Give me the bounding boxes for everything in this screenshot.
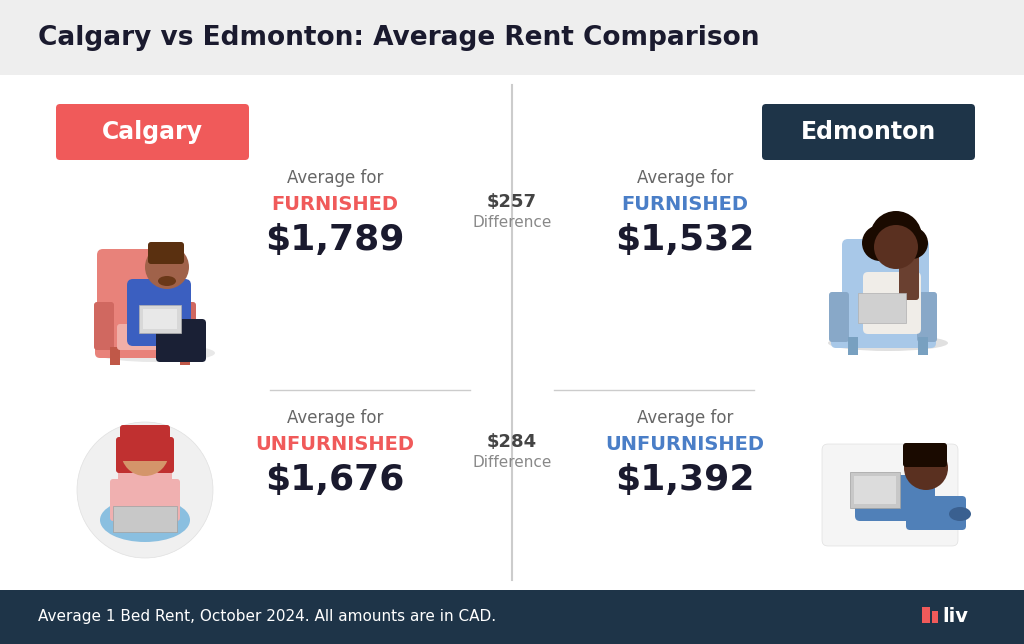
FancyBboxPatch shape <box>97 249 179 349</box>
Text: Average for: Average for <box>637 169 733 187</box>
Text: Calgary vs Edmonton: Average Rent Comparison: Calgary vs Edmonton: Average Rent Compar… <box>38 24 760 50</box>
FancyBboxPatch shape <box>156 319 206 362</box>
FancyBboxPatch shape <box>918 292 937 342</box>
Text: Average for: Average for <box>637 409 733 427</box>
Text: Difference: Difference <box>472 214 552 229</box>
FancyBboxPatch shape <box>0 0 1024 75</box>
Circle shape <box>874 225 918 269</box>
FancyBboxPatch shape <box>95 318 195 358</box>
Ellipse shape <box>828 335 948 351</box>
FancyBboxPatch shape <box>855 475 935 521</box>
Text: $1,676: $1,676 <box>265 463 404 497</box>
Text: UNFURNISHED: UNFURNISHED <box>256 435 415 453</box>
FancyBboxPatch shape <box>848 337 858 355</box>
Ellipse shape <box>180 348 206 362</box>
FancyBboxPatch shape <box>918 337 928 355</box>
FancyBboxPatch shape <box>0 590 1024 644</box>
FancyBboxPatch shape <box>113 506 177 532</box>
Circle shape <box>121 428 169 476</box>
Text: $284: $284 <box>487 433 537 451</box>
FancyBboxPatch shape <box>762 104 975 160</box>
FancyBboxPatch shape <box>120 425 170 461</box>
FancyBboxPatch shape <box>906 496 966 530</box>
FancyBboxPatch shape <box>116 437 134 473</box>
Text: Average for: Average for <box>287 409 383 427</box>
Text: Average 1 Bed Rent, October 2024. All amounts are in CAD.: Average 1 Bed Rent, October 2024. All am… <box>38 609 496 625</box>
FancyBboxPatch shape <box>858 293 906 323</box>
Text: liv: liv <box>942 607 968 627</box>
Text: Average for: Average for <box>287 169 383 187</box>
FancyBboxPatch shape <box>176 302 196 350</box>
FancyBboxPatch shape <box>854 476 896 504</box>
FancyBboxPatch shape <box>850 472 900 508</box>
Text: Difference: Difference <box>472 455 552 469</box>
FancyBboxPatch shape <box>831 308 936 348</box>
FancyBboxPatch shape <box>56 104 249 160</box>
Circle shape <box>896 227 928 259</box>
Ellipse shape <box>949 507 971 521</box>
FancyBboxPatch shape <box>143 309 177 329</box>
Ellipse shape <box>100 498 190 542</box>
FancyBboxPatch shape <box>822 444 958 546</box>
FancyBboxPatch shape <box>156 437 174 473</box>
Text: FURNISHED: FURNISHED <box>622 194 749 214</box>
Circle shape <box>862 225 898 261</box>
FancyBboxPatch shape <box>127 279 191 346</box>
FancyBboxPatch shape <box>842 239 929 343</box>
Circle shape <box>145 245 189 289</box>
FancyBboxPatch shape <box>932 611 938 623</box>
Ellipse shape <box>95 344 215 362</box>
FancyBboxPatch shape <box>0 75 1024 590</box>
Ellipse shape <box>158 276 176 286</box>
FancyBboxPatch shape <box>117 324 181 350</box>
FancyBboxPatch shape <box>899 252 919 300</box>
FancyBboxPatch shape <box>118 465 172 527</box>
Text: Edmonton: Edmonton <box>801 120 936 144</box>
Text: UNFURNISHED: UNFURNISHED <box>605 435 765 453</box>
FancyBboxPatch shape <box>160 479 180 521</box>
Circle shape <box>77 422 213 558</box>
Text: $1,789: $1,789 <box>265 223 404 257</box>
FancyBboxPatch shape <box>110 479 130 521</box>
FancyBboxPatch shape <box>110 347 120 365</box>
Text: $1,532: $1,532 <box>615 223 755 257</box>
FancyBboxPatch shape <box>863 272 921 334</box>
FancyBboxPatch shape <box>94 302 114 350</box>
FancyBboxPatch shape <box>829 292 849 342</box>
FancyBboxPatch shape <box>180 347 190 365</box>
Circle shape <box>904 446 948 490</box>
Text: Calgary: Calgary <box>102 120 203 144</box>
Text: $257: $257 <box>487 193 537 211</box>
FancyBboxPatch shape <box>922 607 930 623</box>
Circle shape <box>870 211 922 263</box>
Text: FURNISHED: FURNISHED <box>271 194 398 214</box>
FancyBboxPatch shape <box>139 305 181 333</box>
FancyBboxPatch shape <box>148 242 184 264</box>
Text: $1,392: $1,392 <box>615 463 755 497</box>
FancyBboxPatch shape <box>903 443 947 467</box>
